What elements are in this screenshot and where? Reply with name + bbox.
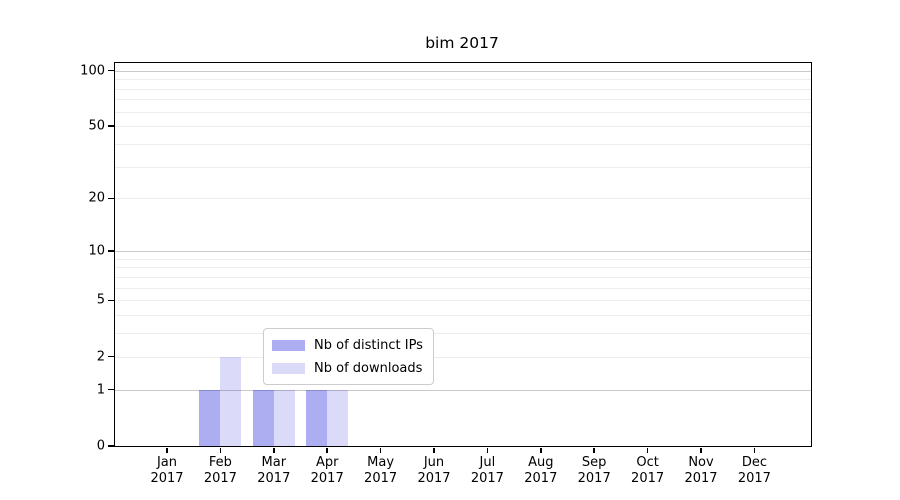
x-tick-mark [433,447,435,453]
x-tick-mark [326,447,328,453]
minor-gridline [115,88,811,90]
x-tick-mark [540,447,542,453]
y-tick-label: 1 [96,382,105,398]
x-tick-mark [593,447,595,453]
x-tick-mark [700,447,702,453]
legend-label: Nb of distinct IPs [314,337,423,353]
y-tick-label: 50 [88,118,105,134]
x-tick-year: 2017 [417,471,451,486]
bar-downloads [273,389,295,446]
x-tick-mark [753,447,756,453]
minor-gridline [115,300,811,302]
x-tick-year: 2017 [631,471,665,486]
x-tick-mark [166,447,168,453]
legend: Nb of distinct IPs Nb of downloads [263,328,434,385]
bar-distinct-ips [306,389,328,446]
minor-gridline [115,126,811,128]
x-tick-label: Nov 2017 [684,455,718,486]
major-gridline [115,250,811,252]
x-tick-mark [219,447,222,453]
x-tick-year: 2017 [257,471,291,486]
minor-gridline [115,143,811,145]
x-tick-label: Oct 2017 [631,455,665,486]
bar-distinct-ips [199,389,221,446]
minor-gridline [115,99,811,101]
x-tick-year: 2017 [737,471,771,486]
x-tick-year: 2017 [310,471,344,486]
minor-gridline [115,276,811,278]
major-gridline [115,70,811,72]
minor-gridline [115,258,811,260]
x-tick-label: Feb 2017 [203,455,237,486]
y-tick-mark [107,69,114,72]
y-tick-mark [107,445,114,447]
x-tick-year: 2017 [150,471,184,486]
x-tick-label: Jun 2017 [417,455,451,486]
minor-gridline [115,166,811,168]
x-tick-label: Apr 2017 [310,455,344,486]
minor-gridline [115,111,811,113]
x-tick-year: 2017 [684,471,718,486]
minor-gridline [115,79,811,81]
y-tick-label: 5 [96,292,105,308]
bar-downloads [327,389,349,446]
y-tick-label: 10 [88,243,105,259]
legend-item: Nb of downloads [272,358,423,378]
bar-downloads [220,356,242,446]
minor-gridline [115,333,811,335]
y-tick-mark [107,125,114,127]
minor-gridline [115,198,811,200]
minor-gridline [115,267,811,269]
x-tick-label: Aug 2017 [524,455,558,486]
x-tick-label: Dec 2017 [737,455,771,486]
y-tick-label: 100 [80,63,105,79]
legend-label: Nb of downloads [314,360,423,376]
minor-gridline [115,287,811,289]
legend-swatch [272,339,305,351]
y-tick-label: 2 [96,349,105,365]
legend-item: Nb of distinct IPs [272,335,423,355]
y-tick-mark [107,299,114,302]
y-tick-mark [107,197,114,200]
x-tick-mark [646,447,649,453]
x-tick-year: 2017 [524,471,558,486]
x-tick-label: Sep 2017 [577,455,611,486]
y-tick-mark [107,355,114,358]
y-tick-mark [107,388,114,391]
x-tick-year: 2017 [203,471,237,486]
x-tick-mark [379,447,382,453]
plot-area: 0 1 2 5 10 20 50 100 Jan 2017 Feb 2017 Mar 2017 Apr 201… [80,62,812,486]
x-tick-mark [273,447,275,453]
minor-gridline [115,356,811,358]
minor-gridline [115,315,811,317]
y-tick-mark [107,250,114,252]
major-gridline [115,389,811,391]
x-tick-mark [486,447,489,453]
y-tick-label: 0 [96,438,105,454]
x-tick-label: May 2017 [364,455,398,486]
chart-title: bim 2017 [425,34,499,52]
x-tick-year: 2017 [577,471,611,486]
bar-distinct-ips [252,389,274,446]
legend-swatch [272,362,305,374]
x-tick-year: 2017 [470,471,504,486]
x-tick-label: Jul 2017 [470,455,504,486]
y-tick-label: 20 [88,190,105,206]
x-tick-label: Jan 2017 [150,455,184,486]
x-tick-label: Mar 2017 [257,455,291,486]
x-tick-year: 2017 [364,471,398,486]
